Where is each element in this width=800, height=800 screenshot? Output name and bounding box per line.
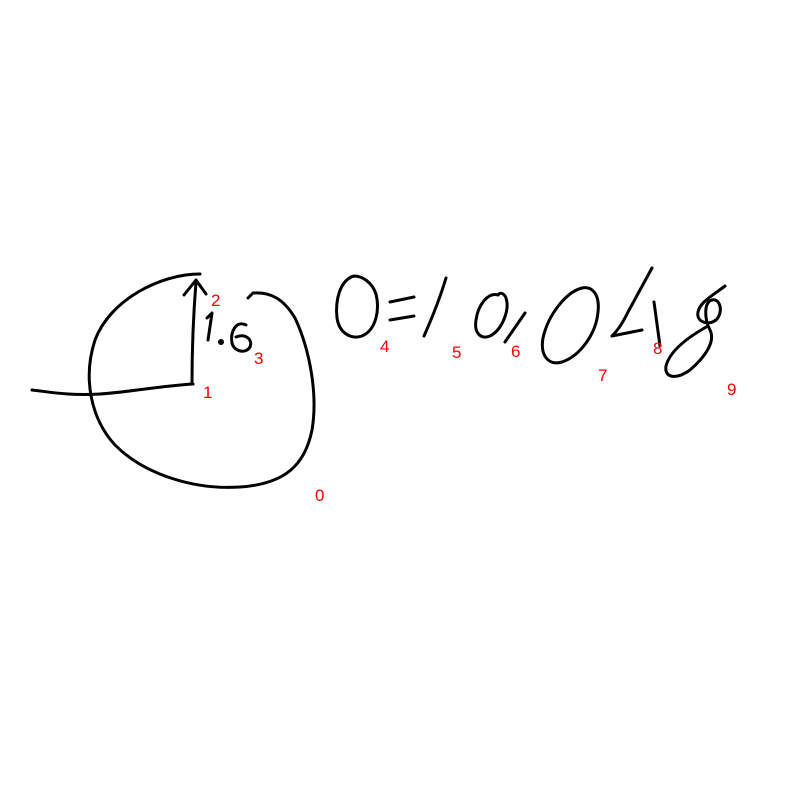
stroke-equals [388,295,416,322]
stroke-zero [540,286,600,365]
label-zero: 7 [598,366,607,385]
label-eight: 9 [727,380,736,399]
label-radius-line: 1 [203,383,212,402]
stroke-eight [664,284,727,378]
label-circle: 0 [315,486,324,505]
stroke-arrow [182,278,208,384]
stroke-four [610,266,662,348]
stroke-radius-line [30,382,195,397]
label-theta: 4 [380,337,389,356]
stroke-theta [335,274,379,339]
label-equals: 5 [452,343,461,362]
label-arrow: 2 [211,291,220,310]
stroke-radius-value [205,311,253,353]
label-four: 8 [653,339,662,358]
stroke-one [422,276,527,344]
label-radius-value: 3 [254,349,263,368]
stroke-circle [87,272,316,489]
label-one: 6 [511,342,520,361]
